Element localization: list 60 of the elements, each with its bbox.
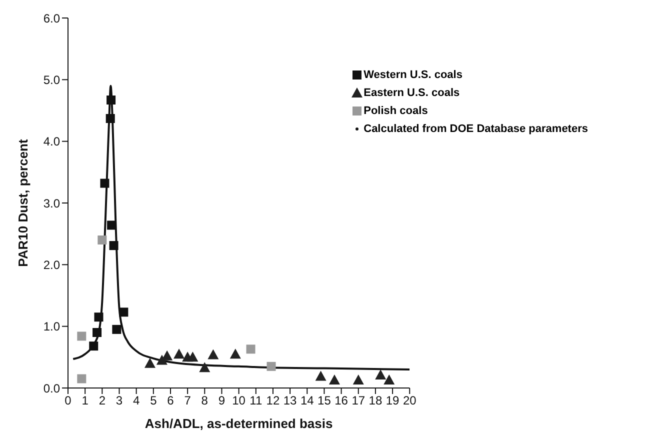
point — [106, 96, 116, 105]
x-tick-label: 7 — [184, 394, 192, 408]
point — [208, 349, 219, 360]
y-tick-label: 6.0 — [43, 11, 60, 26]
point — [230, 348, 241, 359]
point — [174, 348, 185, 359]
x-tick-label: 2 — [98, 394, 106, 408]
point — [112, 324, 122, 334]
point — [98, 236, 107, 244]
x-tick-label: 4 — [132, 394, 140, 408]
x-tick-label: 6 — [167, 394, 174, 408]
x-tick-label: 13 — [283, 394, 298, 408]
point — [109, 241, 118, 250]
x-tick-label: 14 — [300, 394, 314, 408]
y-axis-title: PAR10 Dust, percent — [16, 138, 31, 267]
x-tick-label: 18 — [368, 394, 382, 408]
point — [77, 374, 86, 384]
point — [92, 328, 102, 337]
x-tick-label: 16 — [334, 394, 348, 408]
x-tick-label: 3 — [116, 394, 123, 408]
point — [77, 332, 86, 341]
point — [246, 344, 256, 354]
x-tick-label: 10 — [232, 394, 246, 408]
x-tick-label: 15 — [318, 394, 332, 408]
y-tick-label: 4.0 — [43, 134, 60, 149]
point — [384, 374, 395, 384]
x-tick-label: 8 — [201, 394, 208, 408]
point — [352, 374, 364, 384]
point — [162, 350, 173, 360]
point — [328, 374, 340, 384]
x-tick-label: 5 — [150, 394, 158, 408]
legend-label: Western U.S. coals — [364, 69, 462, 81]
point — [94, 312, 104, 322]
legend-label: Eastern U.S. coals — [364, 87, 460, 99]
point — [187, 352, 198, 362]
x-tick-label: 20 — [402, 394, 417, 408]
x-tick-label: 19 — [386, 394, 400, 408]
legend-label: Calculated from DOE Database parameters — [364, 123, 588, 135]
y-tick-label: 5.0 — [43, 72, 60, 87]
y-tick-label: 2.0 — [43, 258, 60, 272]
x-tick-label: 9 — [218, 394, 226, 408]
x-tick-label: 17 — [352, 394, 366, 408]
x-tick-label: 1 — [82, 394, 89, 408]
point — [144, 358, 156, 368]
x-tick-label: 11 — [250, 394, 262, 408]
point — [375, 370, 386, 380]
legend-label: Polish coals — [364, 105, 428, 117]
point — [199, 362, 210, 372]
point — [119, 308, 128, 317]
y-tick-label: 0.0 — [43, 381, 60, 396]
y-tick-label: 1.0 — [43, 320, 60, 334]
point — [106, 114, 115, 124]
point — [266, 362, 276, 371]
point — [89, 342, 98, 351]
point — [100, 178, 110, 188]
point — [315, 370, 326, 381]
y-tick-label: 3.0 — [43, 196, 60, 210]
x-tick-label: 0 — [64, 394, 72, 408]
x-axis-title: Ash/ADL, as-determined basis — [144, 416, 333, 431]
x-tick-label: 12 — [266, 394, 280, 408]
